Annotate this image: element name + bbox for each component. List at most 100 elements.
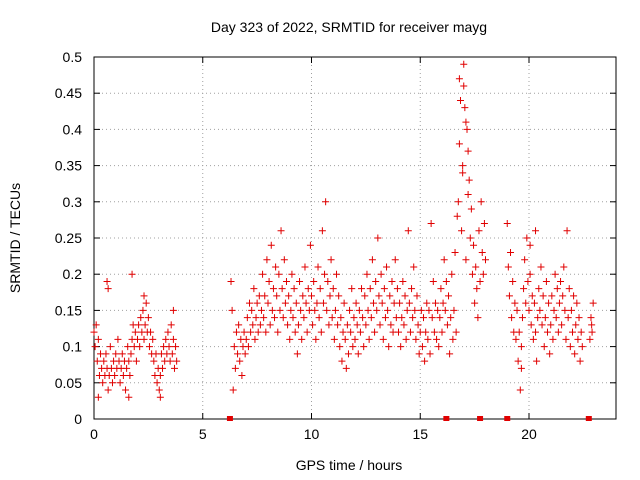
data-point <box>422 328 430 336</box>
data-point <box>282 277 290 285</box>
data-point <box>517 343 525 351</box>
data-point <box>398 314 406 322</box>
data-point <box>400 321 408 329</box>
data-point <box>365 335 373 343</box>
data-point <box>418 343 426 351</box>
data-point <box>563 227 571 235</box>
data-point <box>274 328 282 336</box>
data-point <box>234 350 242 358</box>
data-point <box>586 335 594 343</box>
data-point <box>340 299 348 307</box>
data-point <box>293 350 301 358</box>
data-point <box>417 306 425 314</box>
data-point <box>169 335 177 343</box>
data-point <box>363 270 371 278</box>
data-point <box>137 314 145 322</box>
data-point <box>548 292 556 300</box>
x-tick-label: 15 <box>412 426 428 442</box>
y-tick-label: 0.35 <box>55 158 82 174</box>
data-point <box>281 299 289 307</box>
y-tick-label: 0 <box>74 411 82 427</box>
data-point <box>308 292 315 300</box>
data-point <box>526 241 534 249</box>
data-point <box>327 256 335 264</box>
data-point <box>441 306 449 314</box>
data-point <box>136 343 144 351</box>
grid <box>94 57 616 419</box>
data-point <box>344 350 352 358</box>
data-point <box>574 335 582 343</box>
data-point <box>173 357 181 365</box>
data-point <box>329 285 337 293</box>
data-point <box>230 343 238 351</box>
data-point <box>536 306 544 314</box>
data-point <box>371 328 379 336</box>
data-point <box>301 263 309 271</box>
data-point <box>144 314 152 322</box>
gap-marker <box>443 416 450 421</box>
data-point <box>249 321 257 329</box>
data-point <box>232 328 240 336</box>
data-point <box>150 357 158 365</box>
data-point <box>540 343 548 351</box>
data-point <box>353 321 361 329</box>
data-point <box>377 270 385 278</box>
data-point <box>284 321 292 329</box>
data-point <box>446 350 454 358</box>
data-point <box>455 140 463 148</box>
data-point <box>456 96 464 104</box>
data-point <box>387 321 395 329</box>
data-point <box>541 314 549 322</box>
data-point <box>303 328 311 336</box>
data-point <box>94 393 102 401</box>
data-point <box>123 364 131 372</box>
data-point <box>472 263 480 271</box>
data-point <box>265 277 273 285</box>
data-point <box>251 335 259 343</box>
data-point <box>168 350 176 358</box>
data-point <box>330 335 338 343</box>
data-point <box>385 343 393 351</box>
data-point <box>436 314 444 322</box>
data-point <box>122 386 130 394</box>
data-point <box>369 299 377 307</box>
data-point <box>521 256 529 264</box>
data-point <box>573 299 581 307</box>
x-tick-labels: 0 5 10 15 20 <box>90 426 537 442</box>
data-point <box>155 386 163 394</box>
data-point <box>264 299 272 307</box>
data-point <box>515 328 523 336</box>
data-point <box>104 285 112 293</box>
data-point <box>257 306 265 314</box>
data-point <box>413 292 421 300</box>
data-point <box>460 82 468 90</box>
data-point <box>300 314 308 322</box>
data-point <box>292 299 300 307</box>
data-point <box>289 314 297 322</box>
data-point <box>229 386 237 394</box>
data-point <box>534 314 542 322</box>
data-point <box>537 263 545 271</box>
data-point <box>529 335 537 343</box>
data-point <box>145 343 153 351</box>
data-point <box>509 277 517 285</box>
data-point <box>334 321 342 329</box>
data-point <box>513 306 521 314</box>
y-tick-label: 0.15 <box>55 302 82 318</box>
gap-marker <box>504 416 511 421</box>
data-point <box>411 306 419 314</box>
data-point <box>319 299 327 307</box>
data-point <box>275 270 283 278</box>
data-point <box>149 335 157 343</box>
gap-markers <box>226 416 592 421</box>
data-point <box>116 379 124 387</box>
data-point <box>261 292 269 300</box>
data-point <box>306 241 314 249</box>
data-point <box>240 328 248 336</box>
data-point <box>132 357 140 365</box>
data-point <box>462 118 470 126</box>
data-point <box>517 364 525 372</box>
data-point <box>309 321 317 329</box>
data-point <box>478 248 486 256</box>
